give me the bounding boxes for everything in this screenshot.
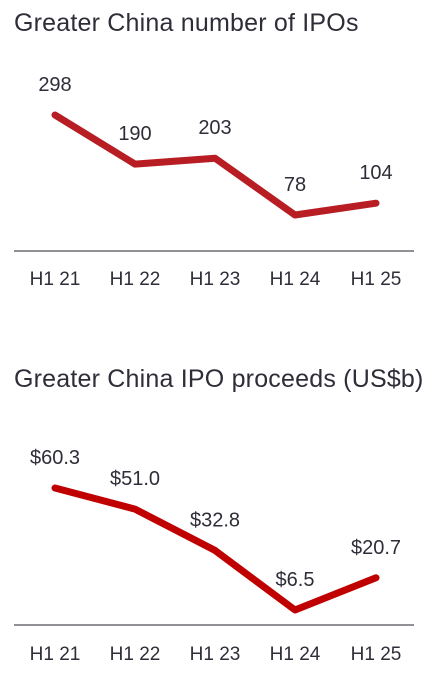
ipo-count-x-tick-label: H1 25	[351, 269, 402, 290]
ipo-proceeds-x-tick-label: H1 25	[351, 644, 402, 665]
ipo-proceeds-x-tick-label: H1 22	[110, 644, 161, 665]
ipo-count-panel: Greater China number of IPOs 298 190 203 78…	[0, 0, 438, 320]
ipo-proceeds-panel: Greater China IPO proceeds (US$b) $60.3 $…	[0, 350, 438, 688]
ipo-count-data-label: 298	[38, 74, 71, 96]
ipo-count-x-tick-label: H1 23	[190, 269, 241, 290]
ipo-proceeds-line-chart: $60.3 $51.0 $32.8 $6.5 $20.7 H1 21 H1 22 H1 23 H…	[14, 447, 414, 665]
ipo-count-chart-title: Greater China number of IPOs	[14, 9, 359, 37]
ipo-proceeds-data-label: $20.7	[351, 537, 401, 559]
ipo-count-x-tick-label: H1 21	[30, 269, 81, 290]
ipo-proceeds-chart-title: Greater China IPO proceeds (US$b)	[14, 365, 424, 393]
ipo-count-series-line	[51, 111, 380, 219]
ipo-count-data-label: 190	[118, 123, 151, 145]
ipo-proceeds-data-label: $60.3	[30, 447, 80, 469]
ipo-proceeds-data-label: $51.0	[110, 468, 160, 490]
ipo-count-data-label: 104	[359, 162, 392, 184]
ipo-count-line-chart: 298 190 203 78 104 H1 21 H1 22 H1 23 H1 24 H1 25	[14, 74, 414, 290]
ipo-proceeds-x-tick-label: H1 21	[30, 644, 81, 665]
ipo-count-x-tick-label: H1 22	[110, 269, 161, 290]
ipo-proceeds-data-label: $32.8	[190, 509, 240, 531]
ipo-count-x-tick-label: H1 24	[270, 269, 321, 290]
ipo-proceeds-x-tick-label: H1 24	[270, 644, 321, 665]
ipo-proceeds-data-label: $6.5	[276, 569, 315, 591]
ipo-count-data-label: 203	[198, 117, 231, 139]
ipo-count-data-label: 78	[284, 174, 306, 196]
ipo-proceeds-x-tick-label: H1 23	[190, 644, 241, 665]
ipo-proceeds-series-line	[51, 484, 380, 614]
